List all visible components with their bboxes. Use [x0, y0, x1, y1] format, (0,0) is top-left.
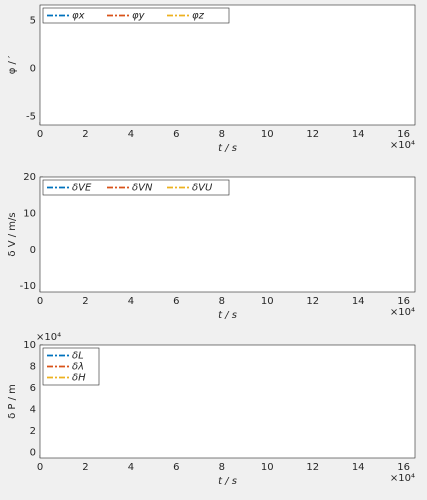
- x-tick-label: 10: [261, 296, 274, 307]
- x-tick-label: 2: [82, 129, 88, 140]
- y-axis-label: δ P / m: [7, 384, 18, 419]
- x-tick-label: 16: [397, 296, 410, 307]
- axes-frame: [39, 176, 416, 293]
- y-tick-label: 8: [30, 362, 36, 373]
- y-tick-label: 2: [30, 426, 36, 437]
- x-tick-label: 4: [128, 296, 134, 307]
- x-tick-label: 12: [306, 462, 319, 473]
- y-tick-label: 4: [30, 405, 36, 416]
- subplot: 0 2 4 6 8 10 12 14 16 0 2 4 6 8 10 t / s ×10⁴ ×10⁴ δ P / m…: [7, 332, 416, 487]
- x-axis-label: t / s: [218, 310, 237, 321]
- x-tick-label: 4: [128, 129, 134, 140]
- y-axis-label: δ V / m/s: [7, 212, 18, 256]
- legend-label: δVE: [72, 183, 92, 194]
- x-tick-label: 6: [173, 296, 179, 307]
- x-exponent: ×10⁴: [390, 473, 415, 484]
- y-tick-label: 10: [23, 208, 36, 219]
- x-axis-label: t / s: [218, 476, 237, 487]
- x-tick-label: 16: [397, 462, 410, 473]
- x-tick-label: 2: [82, 462, 88, 473]
- x-tick-label: 8: [219, 129, 225, 140]
- x-tick-label: 14: [352, 462, 365, 473]
- x-tick-label: 16: [397, 129, 410, 140]
- y-tick-label: 5: [30, 15, 36, 26]
- y-axis-label: φ / ′: [7, 55, 18, 74]
- axes-frame: [39, 4, 416, 126]
- y-tick-label: 0: [30, 245, 36, 256]
- x-exponent: ×10⁴: [390, 307, 415, 318]
- legend-label: δVN: [132, 183, 153, 194]
- x-tick-label: 10: [261, 129, 274, 140]
- legend-label: δVU: [192, 183, 213, 194]
- y-tick-label: 0: [30, 63, 36, 74]
- y-tick-label: -5: [26, 111, 36, 122]
- y-tick-label: 6: [30, 383, 36, 394]
- axes-frame: [39, 344, 416, 459]
- x-tick-label: 0: [37, 129, 43, 140]
- legend-label: φy: [132, 11, 146, 22]
- x-tick-label: 0: [37, 296, 43, 307]
- y-tick-label: 10: [23, 340, 36, 351]
- x-tick-label: 10: [261, 462, 274, 473]
- y-tick-label: 0: [30, 448, 36, 459]
- x-exponent: ×10⁴: [390, 140, 415, 151]
- legend-label: δL: [72, 351, 84, 362]
- x-tick-label: 4: [128, 462, 134, 473]
- x-axis-label: t / s: [218, 143, 237, 154]
- legend-label: δH: [72, 373, 86, 384]
- legend-box: [42, 7, 230, 24]
- legend-label: φz: [192, 11, 205, 22]
- legend-label: δλ: [72, 362, 84, 373]
- x-tick-label: 12: [306, 296, 319, 307]
- x-tick-label: 8: [219, 296, 225, 307]
- legend: δVE δVN δVU: [42, 179, 230, 196]
- x-tick-label: 8: [219, 462, 225, 473]
- y-tick-label: -10: [20, 281, 36, 292]
- x-tick-label: 14: [352, 129, 365, 140]
- y-exponent: ×10⁴: [36, 332, 61, 343]
- x-tick-label: 2: [82, 296, 88, 307]
- y-tick-label: 20: [23, 172, 36, 183]
- x-tick-label: 6: [173, 129, 179, 140]
- x-tick-label: 0: [37, 462, 43, 473]
- x-tick-label: 12: [306, 129, 319, 140]
- legend: φx φy φz: [42, 7, 230, 24]
- x-tick-label: 14: [352, 296, 365, 307]
- legend-label: φx: [72, 11, 85, 22]
- x-tick-label: 6: [173, 462, 179, 473]
- legend-box: [42, 179, 230, 196]
